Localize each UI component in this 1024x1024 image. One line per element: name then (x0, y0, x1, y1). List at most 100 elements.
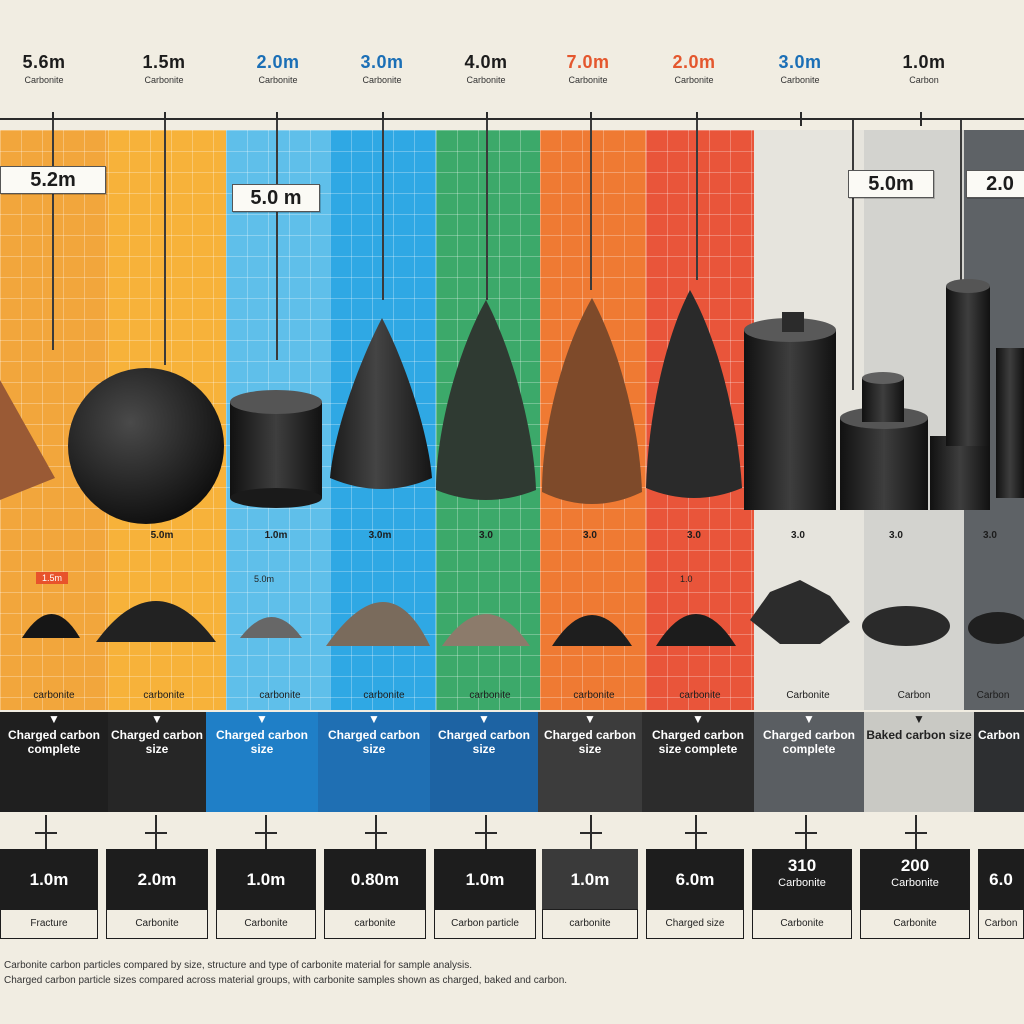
bottom-label-1: Fracture (0, 909, 98, 939)
stepped-cylinder (840, 372, 928, 510)
down-arrow-icon: ▼ (48, 712, 60, 726)
small-cylinder (230, 390, 322, 508)
bottom-label-2: Carbonite (106, 909, 208, 939)
bottom-label-7: Charged size (646, 909, 744, 939)
bottom-value-3: 1.0m (246, 870, 286, 889)
black-cone (330, 318, 432, 489)
size-tag-1: 1.5m (36, 572, 69, 584)
header-tick-1 (52, 112, 54, 126)
bottom-value-10: 6.0 (989, 870, 1013, 889)
drop-line-10 (960, 120, 962, 280)
granule-patch-10 (968, 612, 1024, 644)
bottom-sub-9: Carbonite (891, 877, 939, 889)
header-sub-5: Carbonite (466, 75, 506, 85)
callout-1-value: 5.2m (30, 169, 76, 191)
drop-line-1 (52, 120, 54, 350)
dark-band-1: ▼ Charged carbon complete (0, 712, 108, 812)
mid-label-9: 3.0 (889, 530, 903, 541)
lower-label-4: carbonite (363, 690, 405, 701)
dark-band-2: ▼ Charged carbon size (108, 712, 206, 812)
plus-connector-5-h (475, 832, 497, 834)
header-tick-2 (164, 112, 166, 126)
plus-connector-7-h (685, 832, 707, 834)
pile-5 (442, 614, 530, 646)
drop-line-3 (276, 120, 278, 360)
mid-label-3: 1.0m (264, 530, 288, 541)
drop-line-6 (590, 120, 592, 290)
drop-line-9 (852, 120, 854, 390)
dark-band-10-text: Carbon (978, 728, 1020, 742)
down-arrow-icon: ▼ (692, 712, 704, 726)
dark-band-6: ▼ Charged carbon size (538, 712, 642, 812)
bottom-label-5: Carbon particle (434, 909, 536, 939)
plus-connector-4-h (365, 832, 387, 834)
bottom-label-6: carbonite (542, 909, 638, 939)
lower-label-9: Carbon (897, 690, 931, 701)
down-arrow-icon: ▼ (803, 712, 815, 726)
header-value-4: 3.0m (360, 52, 404, 72)
bottom-value-6: 1.0m (570, 870, 610, 889)
copper-cone (0, 380, 55, 500)
bottom-value-8: 310 (787, 856, 817, 875)
footnote: Carbonite carbon particles compared by s… (0, 958, 1024, 988)
lower-label-1: carbonite (33, 690, 75, 701)
bottom-box-1: 1.0m Fracture (0, 849, 98, 939)
down-arrow-icon: ▼ (368, 712, 380, 726)
header-sub-1: Carbonite (24, 75, 64, 85)
header-tick-3 (276, 112, 278, 126)
bottom-label-9: Carbonite (860, 909, 970, 939)
bottom-label-8: Carbonite (752, 909, 852, 939)
callout-10: 2.0 (966, 170, 1024, 198)
plus-connector-8-h (795, 832, 817, 834)
bottom-sub-8: Carbonite (778, 877, 826, 889)
bottom-box-6: 1.0m carbonite (542, 849, 638, 939)
plus-connector-6-h (580, 832, 602, 834)
drop-line-7 (696, 120, 698, 280)
large-sphere (68, 368, 224, 524)
dark-band-7: ▼ Charged carbon size complete (642, 712, 754, 812)
mid-label-7: 3.0 (687, 530, 701, 541)
header-label-6: 7.0m Carbonite (534, 52, 642, 85)
dark-band-3-text: Charged carbon size (215, 728, 308, 756)
header-label-5: 4.0m Carbonite (432, 52, 540, 85)
down-arrow-icon: ▼ (151, 712, 163, 726)
header-tick-9 (920, 112, 922, 126)
header-label-3: 2.0m Carbonite (224, 52, 332, 85)
pile-6 (552, 615, 632, 646)
header-value-6: 7.0m (566, 52, 610, 72)
bottom-box-3: 1.0m Carbonite (216, 849, 316, 939)
mid-label-10: 3.0 (983, 530, 997, 541)
header-tick-7 (696, 112, 698, 126)
dark-band-3: ▼ Charged carbon size (206, 712, 318, 812)
dark-band-6-text: Charged carbon size (543, 728, 636, 756)
rust-cone (542, 298, 642, 504)
down-arrow-icon: ▼ (913, 712, 925, 726)
dark-band-7-text: Charged carbon size complete (651, 728, 744, 756)
bottom-label-4: carbonite (324, 909, 426, 939)
pile-1 (22, 614, 80, 638)
dark-band-10: Carbon (974, 712, 1024, 812)
header-label-2: 1.5m Carbonite (110, 52, 218, 85)
header-rule (0, 118, 1024, 120)
down-arrow-icon: ▼ (256, 712, 268, 726)
green-cone (436, 300, 536, 500)
header-label-4: 3.0m Carbonite (328, 52, 436, 85)
header-value-8: 3.0m (778, 52, 822, 72)
footnote-line-2: Charged carbon particle sizes compared a… (4, 975, 568, 986)
lower-label-6: carbonite (573, 690, 615, 701)
header-sub-2: Carbonite (144, 75, 184, 85)
dark-band-5: ▼ Charged carbon size (430, 712, 538, 812)
header-value-1: 5.6m (22, 52, 66, 72)
lower-label-3: carbonite (259, 690, 301, 701)
header-value-9: 1.0m (902, 52, 946, 72)
pile-4 (326, 602, 430, 646)
dark-band-4-text: Charged carbon size (327, 728, 420, 756)
header-label-9: 1.0m Carbon (870, 52, 978, 85)
tower-cylinders (930, 279, 1024, 510)
header-sub-7: Carbonite (674, 75, 714, 85)
header-value-5: 4.0m (464, 52, 508, 72)
bottom-value-7: 6.0m (675, 870, 715, 889)
plus-connector-9-h (905, 832, 927, 834)
mid-label-8: 3.0 (791, 530, 805, 541)
